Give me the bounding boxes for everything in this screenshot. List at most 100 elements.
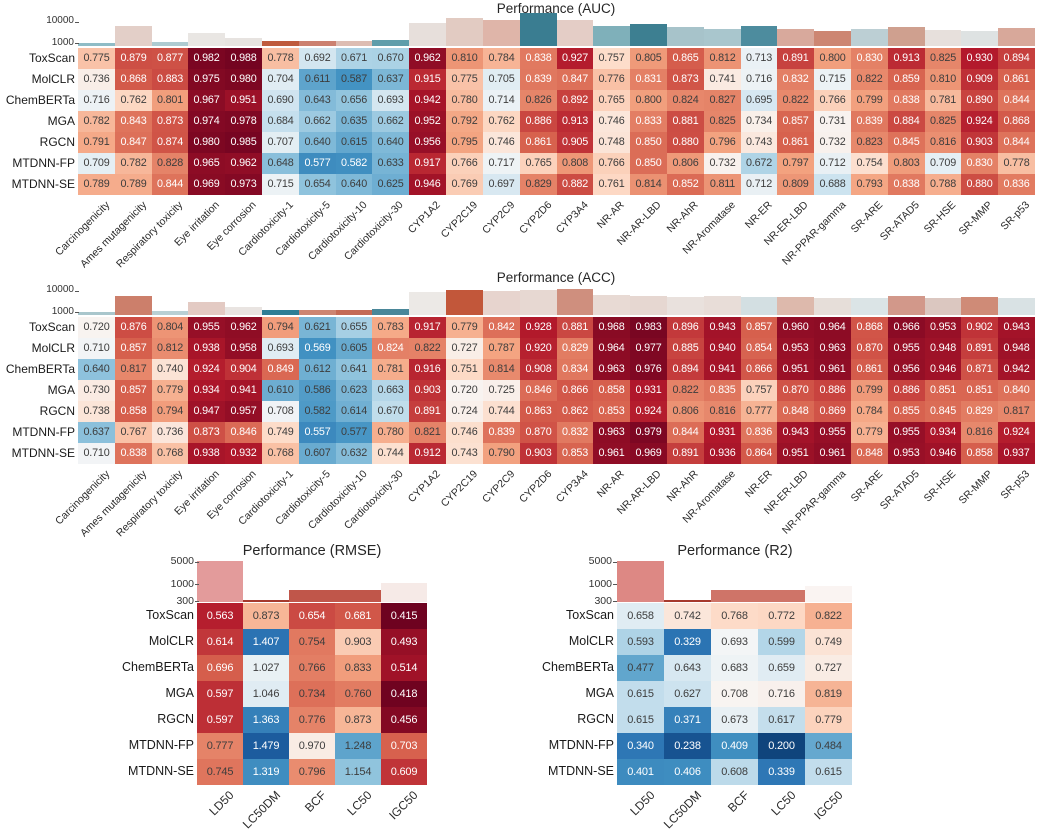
- heatmap-cell: 0.716: [78, 90, 115, 111]
- heatmap-cell: 0.955: [814, 422, 851, 443]
- y-axis-tick-label: 1000: [51, 36, 74, 48]
- column-label: Ames mutagenicity: [77, 199, 149, 271]
- dataset-size-bar: [115, 296, 152, 316]
- heatmap-cell: 0.766: [289, 655, 335, 681]
- heatmap-cell: 0.862: [557, 401, 593, 422]
- heatmap-cell: 0.656: [336, 90, 372, 111]
- heatmap-cell: 0.745: [197, 759, 243, 785]
- heatmap-cell: 0.493: [381, 629, 427, 655]
- dataset-size-bar: [814, 30, 851, 47]
- heatmap-cell: 0.754: [289, 629, 335, 655]
- column-label: NR-AR: [594, 199, 627, 231]
- heatmap-cell: 0.913: [888, 48, 925, 69]
- heatmap-cell: 0.683: [711, 655, 758, 681]
- heatmap-cell: 0.741: [704, 69, 741, 90]
- heatmap-cell: 0.960: [777, 317, 814, 338]
- heatmap-cell: 0.615: [336, 132, 372, 153]
- heatmap-cell: 0.927: [557, 48, 593, 69]
- chart-title-r2: Performance (R2): [677, 543, 793, 559]
- heatmap-cell: 0.697: [483, 174, 520, 195]
- column-label: LC50DM: [661, 788, 705, 832]
- row-label: ChemBERTa: [541, 660, 614, 675]
- column-label: NR-PPAR-gamma: [779, 468, 848, 537]
- heatmap-cell: 0.917: [409, 317, 446, 338]
- heatmap-cell: 0.979: [630, 422, 667, 443]
- column-label: SR-HSE: [921, 468, 959, 505]
- heatmap-cell: 0.946: [925, 443, 961, 464]
- heatmap-cell: 0.746: [483, 132, 520, 153]
- column-label: CYP2C9: [479, 468, 517, 506]
- row-label: MGA: [47, 383, 75, 398]
- heatmap-cell: 0.768: [711, 603, 758, 629]
- heatmap-cell: 0.909: [961, 69, 998, 90]
- column-label: CYP1A2: [406, 199, 443, 236]
- dataset-size-bar: [372, 309, 409, 316]
- heatmap-cell: 0.823: [851, 132, 888, 153]
- heatmap-cell: 0.760: [335, 681, 381, 707]
- heatmap-cell: 0.976: [630, 359, 667, 380]
- heatmap-cell: 0.792: [446, 111, 483, 132]
- heatmap-cell: 0.736: [152, 422, 188, 443]
- heatmap-cell: 0.593: [617, 629, 664, 655]
- row-label: RGCN: [39, 404, 75, 419]
- column-label: BCF: [724, 788, 752, 815]
- heatmap-cell: 0.757: [593, 48, 630, 69]
- heatmap-cell: 0.632: [336, 443, 372, 464]
- column-label: CYP2D6: [516, 468, 554, 506]
- heatmap-cell: 0.825: [704, 111, 741, 132]
- row-label: ChemBERTa: [121, 660, 194, 675]
- heatmap-cell: 0.640: [299, 132, 336, 153]
- heatmap-cell: 0.838: [115, 443, 152, 464]
- dataset-size-bar: [520, 290, 557, 316]
- heatmap-cell: 0.832: [777, 69, 814, 90]
- heatmap-cell: 0.720: [446, 380, 483, 401]
- heatmap-cell: 0.791: [78, 132, 115, 153]
- heatmap-cell: 0.670: [372, 48, 409, 69]
- heatmap-cell: 0.612: [299, 359, 336, 380]
- heatmap-cell: 0.727: [446, 338, 483, 359]
- column-label: NR-ER: [742, 468, 775, 500]
- heatmap-cell: 0.894: [667, 359, 704, 380]
- heatmap-cell: 0.870: [520, 422, 557, 443]
- heatmap-cell: 0.563: [197, 603, 243, 629]
- heatmap-cell: 0.966: [888, 317, 925, 338]
- dataset-size-bar: [225, 307, 262, 316]
- heatmap-cell: 0.863: [520, 401, 557, 422]
- heatmap-cell: 0.762: [483, 111, 520, 132]
- y-axis-tick-label: 1000: [51, 305, 74, 317]
- heatmap-cell: 0.696: [197, 655, 243, 681]
- row-label: MTDNN-SE: [11, 446, 75, 461]
- heatmap-cell: 0.905: [557, 132, 593, 153]
- heatmap-cell: 0.633: [372, 153, 409, 174]
- heatmap-cell: 1.319: [243, 759, 289, 785]
- heatmap-cell: 0.738: [78, 401, 115, 422]
- dataset-size-bar: [998, 297, 1035, 316]
- heatmap-cell: 0.615: [617, 707, 664, 733]
- heatmap-cell: 0.615: [617, 681, 664, 707]
- heatmap-cell: 0.848: [777, 401, 814, 422]
- heatmap-cell: 0.844: [998, 90, 1035, 111]
- column-label: SR-MMP: [956, 468, 995, 507]
- heatmap-cell: 1.154: [335, 759, 381, 785]
- heatmap-cell: 0.936: [704, 443, 741, 464]
- heatmap-cell: 0.610: [262, 380, 299, 401]
- heatmap-cell: 0.829: [961, 401, 998, 422]
- heatmap-cell: 0.692: [299, 48, 336, 69]
- dataset-size-bar: [593, 25, 630, 47]
- heatmap-cell: 0.720: [78, 317, 115, 338]
- heatmap-cell: 0.839: [520, 69, 557, 90]
- heatmap-cell: 0.749: [805, 629, 852, 655]
- heatmap-cell: 0.705: [483, 69, 520, 90]
- heatmap-cell: 0.708: [262, 401, 299, 422]
- heatmap-cell: 0.834: [557, 359, 593, 380]
- row-label: MTDNN-SE: [548, 764, 614, 779]
- heatmap-cell: 0.655: [336, 317, 372, 338]
- heatmap-cell: 0.844: [667, 422, 704, 443]
- heatmap-cell: 0.339: [758, 759, 805, 785]
- heatmap-cell: 0.789: [115, 174, 152, 195]
- heatmap-cell: 0.829: [557, 338, 593, 359]
- column-label: NR-ER: [742, 199, 775, 231]
- heatmap-cell: 0.861: [851, 359, 888, 380]
- heatmap-cell: 0.200: [758, 733, 805, 759]
- heatmap-cell: 0.890: [961, 90, 998, 111]
